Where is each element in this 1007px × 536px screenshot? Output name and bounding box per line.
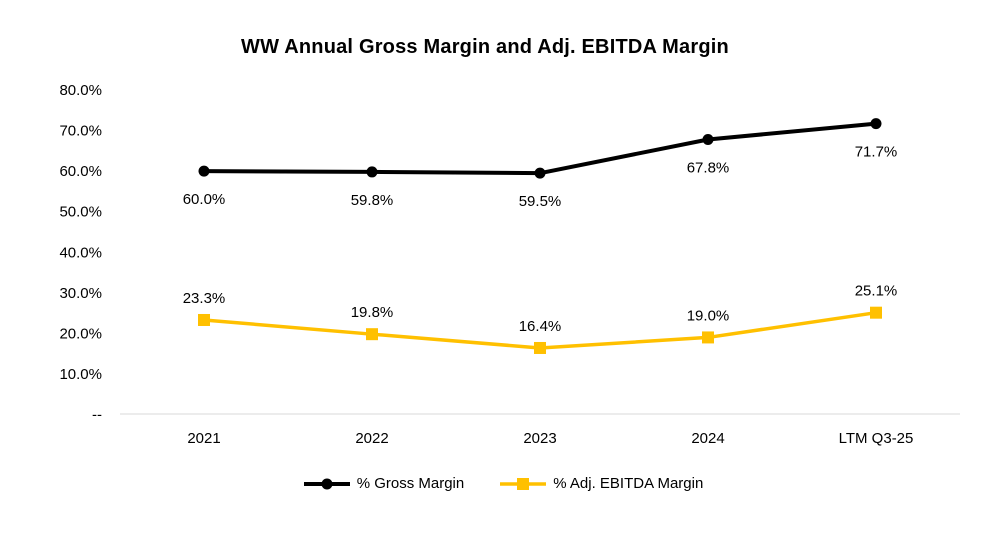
- legend-label-adj-ebitda-margin: % Adj. EBITDA Margin: [553, 475, 704, 492]
- x-axis-tick-label: LTM Q3-25: [839, 430, 914, 447]
- legend-label-gross-margin: % Gross Margin: [356, 475, 465, 492]
- y-axis-tick-label: 70.0%: [59, 123, 102, 140]
- adj-ebitda-margin-line-square-icon: [500, 477, 547, 490]
- y-axis-tick-label: 30.0%: [59, 285, 102, 302]
- data-label: 19.0%: [687, 307, 730, 324]
- y-axis-tick-label: 10.0%: [59, 366, 102, 383]
- chart-title: WW Annual Gross Margin and Adj. EBITDA M…: [241, 36, 729, 58]
- data-point-marker: [534, 167, 546, 179]
- y-axis-tick-label: 80.0%: [59, 82, 102, 99]
- data-point-marker: [870, 118, 882, 130]
- data-label: 19.8%: [351, 304, 394, 321]
- chart-legend: % Gross Margin % Adj. EBITDA Margin: [0, 475, 1007, 492]
- data-label: 25.1%: [855, 283, 898, 300]
- x-axis-tick-label: 2021: [187, 430, 220, 447]
- data-point-marker: [534, 341, 546, 354]
- data-label: 23.3%: [183, 290, 226, 307]
- data-label: 16.4%: [519, 318, 562, 335]
- data-point-marker: [198, 313, 210, 326]
- data-label: 67.8%: [687, 159, 730, 176]
- data-point-marker: [366, 166, 378, 178]
- data-point-marker: [198, 165, 210, 177]
- data-label: 59.5%: [519, 193, 562, 210]
- y-axis-tick-label: 50.0%: [59, 204, 102, 221]
- data-point-marker: [366, 328, 378, 341]
- x-axis-tick-label: 2023: [523, 430, 556, 447]
- legend-item-gross-margin: % Gross Margin: [303, 475, 465, 492]
- y-axis-tick-label: 60.0%: [59, 163, 102, 180]
- gross-margin-line-circle-icon: [303, 478, 350, 489]
- y-axis-tick-label: --: [92, 407, 102, 424]
- x-axis-tick-label: 2022: [355, 430, 388, 447]
- data-label: 59.8%: [351, 192, 394, 209]
- x-axis-tick-label: 2024: [691, 430, 724, 447]
- y-axis-tick-label: 40.0%: [59, 244, 102, 261]
- series-line: [202, 121, 878, 176]
- y-axis-tick-label: 20.0%: [59, 325, 102, 342]
- legend-item-adj-ebitda-margin: % Adj. EBITDA Margin: [500, 475, 703, 492]
- data-point-marker: [870, 306, 882, 319]
- data-point-marker: [702, 331, 714, 344]
- data-point-marker: [702, 133, 714, 145]
- data-label: 60.0%: [183, 191, 226, 208]
- data-label: 71.7%: [855, 144, 898, 161]
